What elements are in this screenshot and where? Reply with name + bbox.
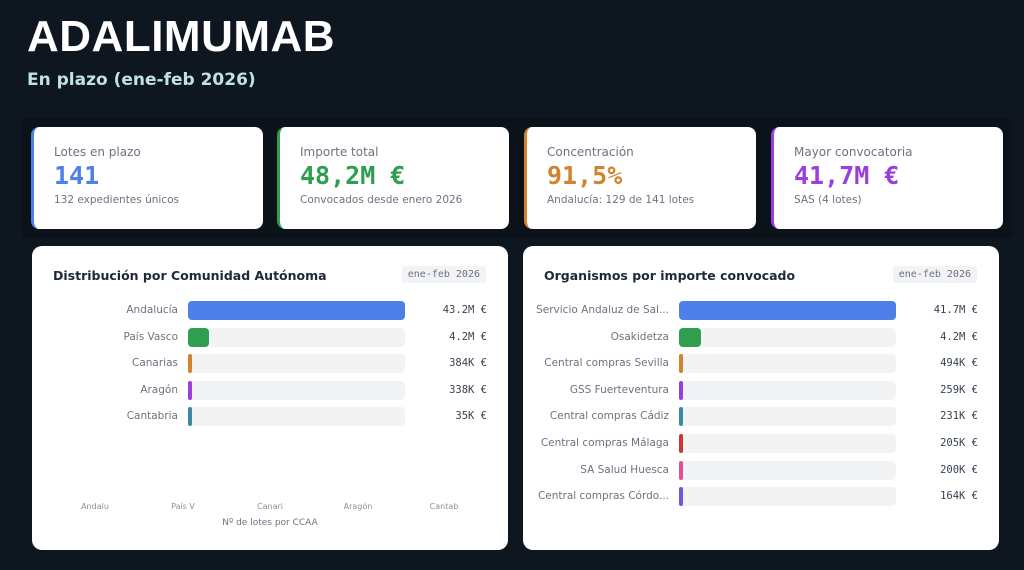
bar-track [679,460,896,480]
bar [188,327,210,347]
bar [188,380,192,400]
kpi-value: 41,7M € [794,161,900,190]
period-badge: ene-feb 2026 [892,266,977,283]
bar-track [679,434,896,453]
kpi-card-concentracion: Concentración 91,5% Andalucía: 129 de 14… [524,127,756,229]
bar-track [679,407,896,427]
kpi-label: Concentración [547,145,634,159]
bar-track [679,327,896,347]
bar [679,407,683,427]
bar-label: Osakidetza [610,330,669,343]
page-title: ADALIMUMAB [27,12,336,61]
bar-row: Aragón 338K € [32,380,508,401]
kpi-card-importe: Importe total 48,2M € Convocados desde e… [277,127,509,229]
chart-panel-ccaa: Distribución por Comunidad Autónoma ene-… [32,246,508,550]
bar [679,354,683,374]
bar [679,487,683,507]
bar-track [188,380,405,400]
bar-row: Osakidetza 4.2M € [523,327,999,348]
bar-label: Aragón [140,383,178,396]
kpi-value: 141 [54,161,100,190]
bar-row: Central compras Málaga 205K € [523,434,999,454]
bar [679,301,896,320]
bar-row: SA Salud Huesca 200K € [523,460,999,481]
bar-row: Central compras Sevilla 494K € [523,354,999,374]
bar-value-label: 200K € [940,463,978,476]
kpi-subtext: 132 expedientes únicos [54,194,179,206]
bar-label: Central compras Málaga [540,437,669,449]
bar-row: País Vasco 4.2M € [32,327,508,348]
bar [679,434,683,453]
x-axis-title: Nº de lotes por CCAA [222,518,318,528]
bar-value-label: 494K € [940,357,978,370]
bar-value-label: 4.2M € [449,330,487,343]
bar-track [188,301,405,320]
bar-label: Servicio Andaluz de Sal... [536,304,669,316]
bar-value-label: 164K € [940,490,978,503]
bar-label: Central compras Córdo... [537,490,669,503]
kpi-label: Lotes en plazo [54,145,141,159]
bar-label: GSS Fuerteventura [569,383,669,396]
page-subtitle: En plazo (ene-feb 2026) [27,70,256,90]
x-tick-label: Andalu [81,502,109,511]
kpi-subtext: Convocados desde enero 2026 [300,194,463,206]
kpi-card-mayor-convocatoria: Mayor convocatoria 41,7M € SAS (4 lotes) [771,127,1003,229]
bar-label: País Vasco [123,330,179,343]
bar-track [188,354,405,374]
kpi-value: 48,2M € [300,161,406,190]
bar-track [679,354,896,374]
x-tick-label: País V [171,502,195,511]
kpi-subtext: SAS (4 lotes) [794,194,862,206]
kpi-card-lotes: Lotes en plazo 141 132 expedientes único… [31,127,263,229]
bar-label: Central compras Sevilla [544,357,669,370]
bar [679,460,683,480]
bar-row: Central compras Córdo... 164K € [523,487,999,507]
bar [188,407,192,427]
chart-title: Distribución por Comunidad Autónoma [53,268,327,283]
bar-track [679,301,896,320]
kpi-label: Mayor convocatoria [794,145,913,159]
bar-value-label: 384K € [449,357,487,370]
bar-label: Canarias [132,357,178,370]
bar-value-label: 205K € [940,437,978,449]
bar-row: Andalucía 43.2M € [32,301,508,321]
bar-value-label: 231K € [940,410,978,423]
bar [679,380,683,400]
bar [188,301,405,320]
bar-row: Servicio Andaluz de Sal... 41.7M € [523,301,999,321]
bar-value-label: 259K € [940,383,978,396]
bar-row: Canarias 384K € [32,354,508,374]
bar-track [679,380,896,400]
bar-value-label: 41.7M € [933,304,978,316]
chart-title: Organismos por importe convocado [544,268,796,283]
bar [679,327,701,347]
bar-label: Andalucía [126,304,178,316]
bar-track [679,487,896,507]
bar-value-label: 338K € [449,383,487,396]
bar-track [188,327,405,347]
period-badge: ene-feb 2026 [401,266,486,283]
chart-panel-organismos: Organismos por importe convocado ene-feb… [523,246,999,550]
bar [188,354,192,374]
bar-value-label: 35K € [455,410,487,423]
bar-label: SA Salud Huesca [580,463,669,476]
x-tick-label: Cantab [429,502,459,511]
bar-track [188,407,405,427]
x-tick-label: Aragón [343,502,373,511]
kpi-subtext: Andalucía: 129 de 141 lotes [547,194,695,206]
bar-label: Cantabria [126,410,178,423]
kpi-value: 91,5% [547,161,623,190]
bar-value-label: 4.2M € [940,330,978,343]
x-tick-label: Canari [257,502,283,511]
bar-row: Central compras Cádiz 231K € [523,407,999,427]
kpi-label: Importe total [300,145,379,159]
bar-row: Cantabria 35K € [32,407,508,427]
bar-value-label: 43.2M € [442,304,487,316]
bar-row: GSS Fuerteventura 259K € [523,380,999,401]
bar-label: Central compras Cádiz [549,410,669,423]
